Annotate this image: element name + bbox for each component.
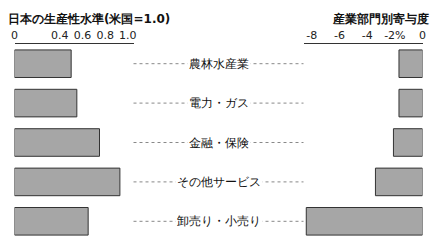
svg-text:その他サービス: その他サービス [177,175,261,189]
svg-text:1.0: 1.0 [119,29,137,42]
svg-text:-6: -6 [334,29,345,42]
svg-text:0: 0 [419,29,426,42]
svg-text:金融・保険: 金融・保険 [189,136,249,150]
svg-text:-4: -4 [362,29,373,42]
svg-text:0.6: 0.6 [74,29,92,42]
svg-text:産業部門別寄与度: 産業部門別寄与度 [332,12,429,26]
svg-text:電力・ガス: 電力・ガス [189,96,249,110]
svg-text:0.8: 0.8 [96,29,114,42]
svg-text:-8: -8 [306,29,317,42]
svg-text:-2%: -2% [384,29,405,42]
svg-text:農林水産業: 農林水産業 [189,57,249,71]
svg-text:日本の生産性水準(米国=1.0): 日本の生産性水準(米国=1.0) [8,12,170,26]
svg-text:0.4: 0.4 [51,29,69,42]
svg-text:0: 0 [11,29,18,42]
svg-text:卸売り・小売り: 卸売り・小売り [177,214,261,228]
